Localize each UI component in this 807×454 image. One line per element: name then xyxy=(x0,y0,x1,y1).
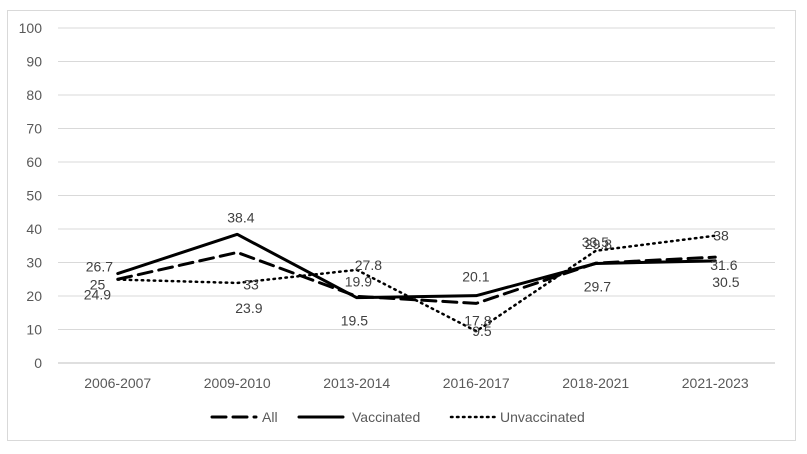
data-label: 23.9 xyxy=(235,300,262,316)
x-tick-label: 2006-2007 xyxy=(84,375,151,391)
y-tick-label: 90 xyxy=(26,54,42,70)
x-tick-label: 2021-2023 xyxy=(682,375,749,391)
data-label: 29.8 xyxy=(585,236,612,252)
x-tick-label: 2009-2010 xyxy=(204,375,271,391)
x-tick-label: 2016-2017 xyxy=(443,375,510,391)
y-tick-label: 0 xyxy=(34,355,42,371)
y-tick-label: 30 xyxy=(26,255,42,271)
data-label: 31.6 xyxy=(710,257,737,273)
y-tick-label: 70 xyxy=(26,121,42,137)
data-label: 24.9 xyxy=(84,287,111,303)
data-label: 38 xyxy=(713,228,729,244)
data-label: 20.1 xyxy=(462,269,489,285)
y-tick-label: 50 xyxy=(26,188,42,204)
y-tick-label: 100 xyxy=(19,20,43,36)
data-label: 19.9 xyxy=(345,273,372,289)
legend-label: All xyxy=(262,409,278,425)
y-tick-label: 20 xyxy=(26,288,42,304)
data-label: 33 xyxy=(243,276,259,292)
x-tick-label: 2013-2014 xyxy=(323,375,390,391)
data-label: 9.5 xyxy=(472,323,492,339)
y-tick-label: 10 xyxy=(26,322,42,338)
series-line-vaccinated xyxy=(116,232,717,300)
data-label: 29.7 xyxy=(584,279,611,295)
chart-frame xyxy=(7,10,796,441)
data-label: 30.5 xyxy=(712,274,739,290)
legend-label: Vaccinated xyxy=(352,409,420,425)
data-label: 19.5 xyxy=(341,313,368,329)
data-label: 33.5 xyxy=(582,234,609,250)
y-tick-label: 80 xyxy=(26,87,42,103)
y-tick-label: 40 xyxy=(26,221,42,237)
data-label: 26.7 xyxy=(86,259,113,275)
legend-label: Unvaccinated xyxy=(500,409,585,425)
data-label: 25 xyxy=(90,276,106,292)
y-tick-label: 60 xyxy=(26,154,42,170)
data-label: 38.4 xyxy=(227,209,254,225)
data-label: 17.8 xyxy=(464,312,491,328)
data-label: 27.8 xyxy=(355,257,382,273)
series-line-unvaccinated xyxy=(116,234,717,333)
x-tick-label: 2018-2021 xyxy=(562,375,629,391)
